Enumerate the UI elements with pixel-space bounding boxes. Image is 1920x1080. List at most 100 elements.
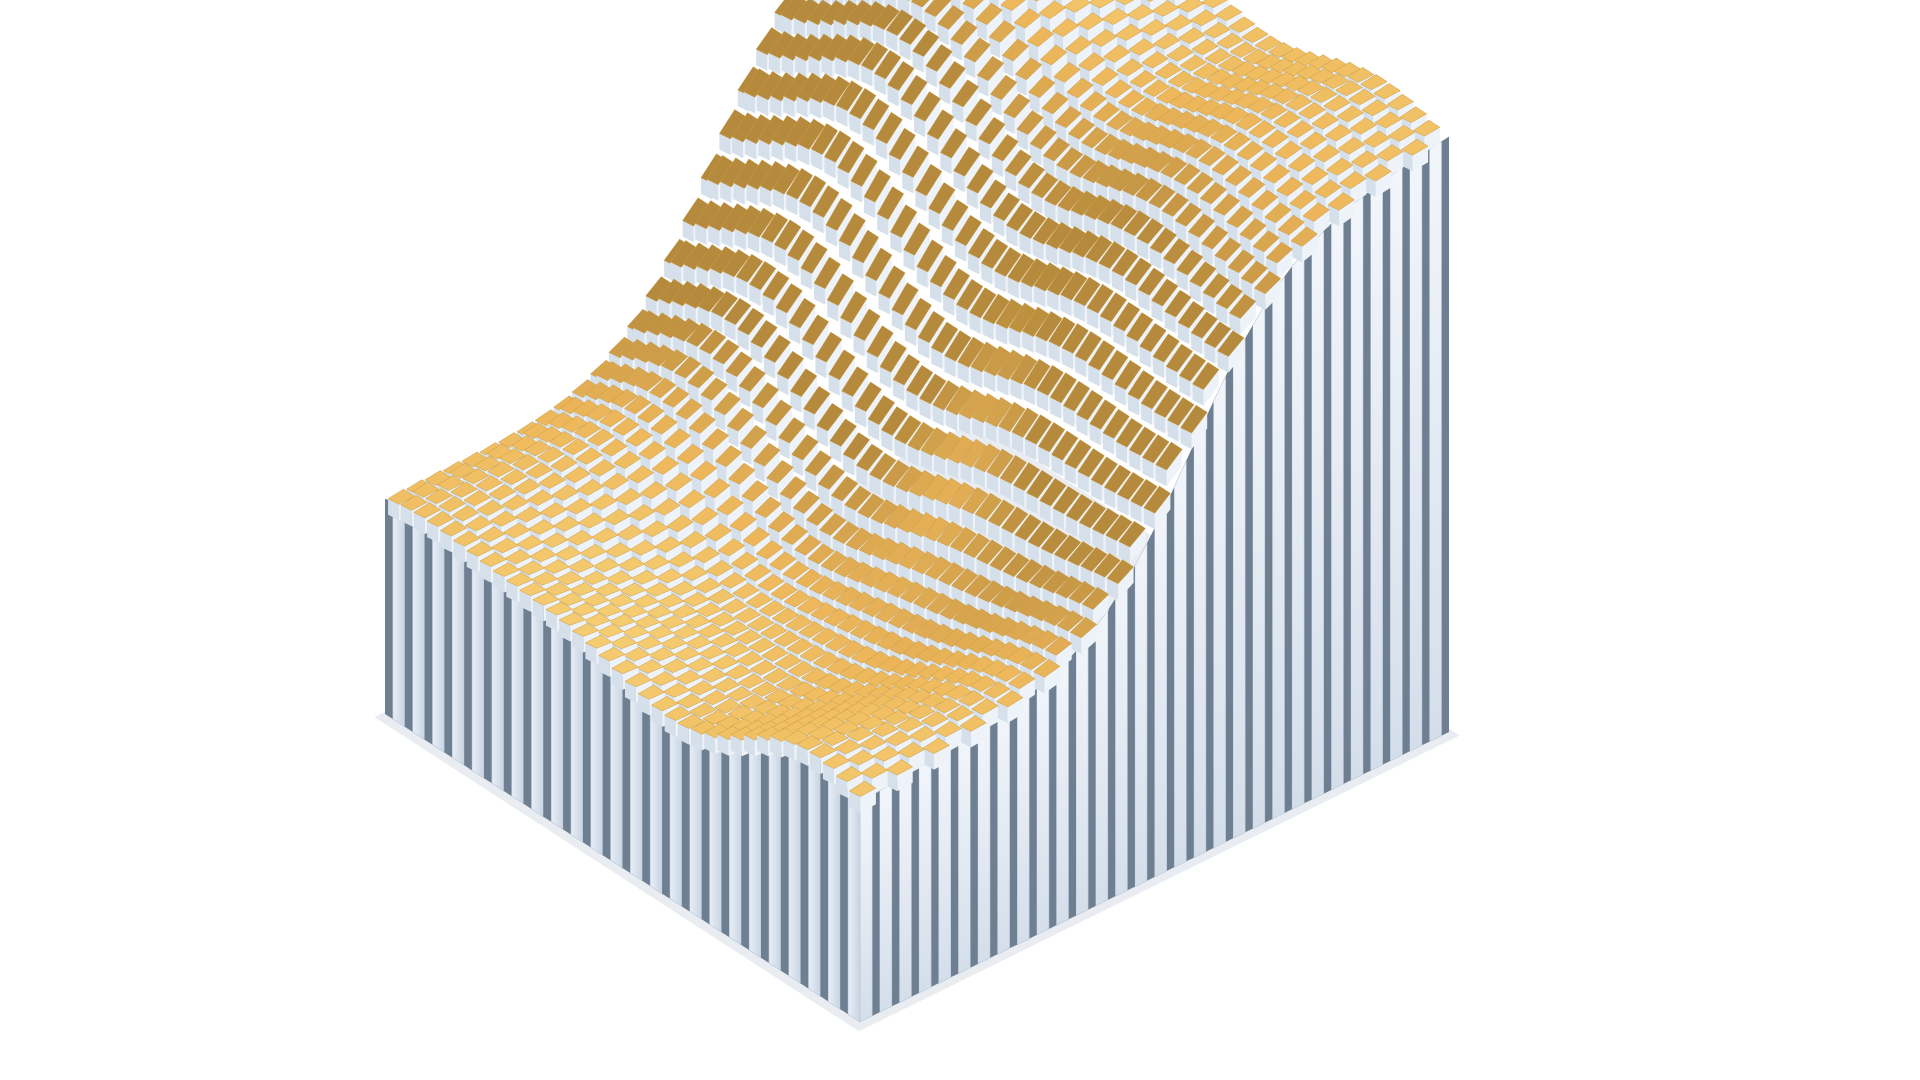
tile-side xyxy=(1302,234,1318,263)
tile-top xyxy=(815,331,843,363)
tile-top xyxy=(937,5,965,30)
tile-top xyxy=(940,128,968,159)
tile-side xyxy=(909,749,925,774)
tile-side xyxy=(1007,697,1024,723)
tile-top xyxy=(937,561,966,586)
front-fin xyxy=(451,539,465,766)
tile-top xyxy=(1252,230,1280,253)
tile-side xyxy=(611,668,623,690)
tile-side xyxy=(863,237,879,279)
tile-top xyxy=(1019,651,1048,671)
tile-top xyxy=(817,464,846,490)
tile-top xyxy=(1176,0,1205,13)
tile-side xyxy=(796,744,808,766)
tile-side xyxy=(1076,414,1088,437)
tile-top xyxy=(642,554,671,570)
tile-top xyxy=(748,637,776,653)
tile-top xyxy=(911,550,939,575)
tile-top xyxy=(960,438,988,468)
tile-top xyxy=(747,207,775,238)
tile-top xyxy=(962,532,991,559)
front-fin xyxy=(531,596,544,818)
tile-top xyxy=(582,592,610,607)
tile-side xyxy=(1043,155,1055,178)
tile-side xyxy=(888,193,904,236)
tile-top xyxy=(666,514,694,533)
tile-top xyxy=(896,716,924,733)
tile-side xyxy=(843,454,855,476)
tile-top xyxy=(915,163,943,197)
tile-top xyxy=(1146,0,1154,2)
front-fin-gap xyxy=(820,760,829,1002)
tile-top xyxy=(851,229,880,264)
tile-top xyxy=(1014,513,1042,541)
tile-top xyxy=(726,407,755,432)
tile-top xyxy=(1048,316,1076,348)
tile-top xyxy=(795,568,823,588)
tile-top xyxy=(1191,38,1219,56)
tile-top xyxy=(1049,372,1077,404)
tile-top xyxy=(592,557,621,573)
tile-top xyxy=(568,582,597,596)
tile-top xyxy=(1039,44,1068,66)
tile-side xyxy=(800,305,816,345)
tile-top xyxy=(1010,353,1038,385)
tile-top xyxy=(967,227,996,259)
tile-side xyxy=(839,240,851,262)
front-fin-gap xyxy=(800,746,809,989)
tile-top xyxy=(1102,408,1130,439)
tile-side xyxy=(991,155,1003,178)
tile-top xyxy=(1327,192,1355,211)
tile-top xyxy=(824,130,852,163)
tile-side xyxy=(707,179,719,201)
tile-top xyxy=(928,182,956,215)
tile-top xyxy=(800,667,829,684)
tile-top xyxy=(1111,248,1139,277)
tile-top xyxy=(552,515,581,532)
tile-top xyxy=(643,582,672,597)
tile-side xyxy=(924,11,936,33)
front-fin-gap xyxy=(602,656,611,861)
tile-side xyxy=(937,23,949,46)
tile-side xyxy=(1118,541,1130,564)
tile-side xyxy=(934,745,950,770)
tile-top xyxy=(954,214,982,247)
tile-top xyxy=(957,690,986,707)
tile-top xyxy=(862,98,890,131)
tile-top xyxy=(848,591,876,612)
tile-top xyxy=(527,519,556,535)
tile-side xyxy=(998,426,1010,448)
tile-top xyxy=(1098,241,1126,269)
tile-side xyxy=(814,393,831,431)
tile-top xyxy=(797,118,825,150)
front-fin xyxy=(570,626,584,843)
tile-side xyxy=(1001,527,1013,550)
tile-side xyxy=(1177,322,1189,344)
tile-top xyxy=(857,493,885,519)
tile-top xyxy=(387,488,416,505)
tile-side xyxy=(969,312,981,334)
tile-top xyxy=(1039,478,1067,507)
tile-top xyxy=(949,526,977,553)
tile-top xyxy=(744,563,772,582)
tile-top xyxy=(1055,575,1083,599)
tile-top xyxy=(1032,217,1060,245)
tile-top xyxy=(1135,177,1163,202)
tile-side xyxy=(1084,214,1096,236)
tile-top xyxy=(1127,370,1155,400)
tile-top xyxy=(759,623,788,640)
tile-top xyxy=(1240,260,1268,285)
tile-top xyxy=(671,625,700,639)
tile-side xyxy=(1424,127,1440,153)
tile-top xyxy=(762,270,790,301)
tile-top xyxy=(1336,105,1364,123)
tile-top xyxy=(810,123,839,155)
right-fin-gap xyxy=(1343,206,1351,784)
tile-top xyxy=(1128,38,1156,56)
tile-top xyxy=(649,671,678,686)
right-fin-gap xyxy=(1029,688,1037,939)
tile-top xyxy=(1311,112,1339,130)
tile-top xyxy=(783,589,812,608)
tile-side xyxy=(1016,129,1028,151)
tile-side xyxy=(795,55,807,77)
